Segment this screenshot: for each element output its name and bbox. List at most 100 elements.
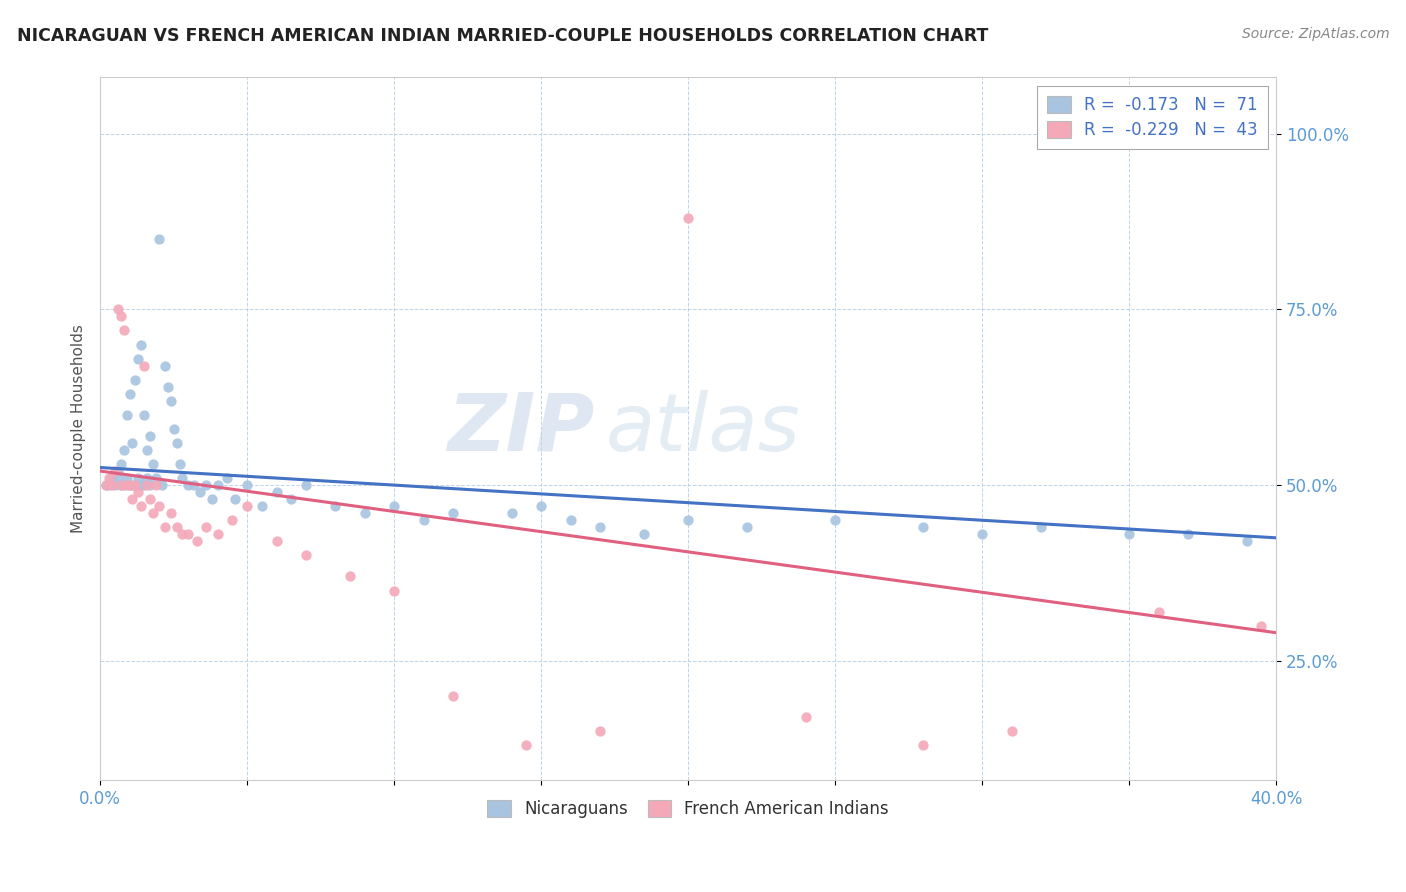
Point bbox=[142, 457, 165, 471]
Point bbox=[323, 499, 346, 513]
Point bbox=[124, 373, 146, 387]
Point bbox=[136, 442, 159, 457]
Point bbox=[104, 464, 127, 478]
Point bbox=[134, 359, 156, 373]
Text: ZIP: ZIP bbox=[447, 390, 595, 468]
Point bbox=[1000, 724, 1022, 739]
Point bbox=[139, 478, 162, 492]
Point bbox=[266, 534, 288, 549]
Point bbox=[118, 386, 141, 401]
Point bbox=[156, 380, 179, 394]
Point bbox=[134, 408, 156, 422]
Point bbox=[224, 492, 246, 507]
Point bbox=[166, 436, 188, 450]
Point bbox=[589, 520, 612, 534]
Point bbox=[129, 478, 152, 492]
Point bbox=[145, 471, 167, 485]
Point bbox=[207, 478, 229, 492]
Point bbox=[129, 499, 152, 513]
Point bbox=[441, 506, 464, 520]
Point bbox=[115, 478, 138, 492]
Point bbox=[172, 471, 194, 485]
Point bbox=[94, 478, 117, 492]
Point bbox=[172, 527, 194, 541]
Point bbox=[382, 499, 405, 513]
Point bbox=[201, 492, 224, 507]
Point bbox=[136, 471, 159, 485]
Text: atlas: atlas bbox=[606, 390, 800, 468]
Point bbox=[101, 471, 124, 485]
Point bbox=[110, 478, 132, 492]
Y-axis label: Married-couple Households: Married-couple Households bbox=[72, 325, 86, 533]
Point bbox=[127, 471, 149, 485]
Point bbox=[107, 471, 129, 485]
Point bbox=[121, 436, 143, 450]
Point bbox=[110, 478, 132, 492]
Point bbox=[118, 478, 141, 492]
Point bbox=[127, 485, 149, 500]
Point bbox=[134, 478, 156, 492]
Legend: Nicaraguans, French American Indians: Nicaraguans, French American Indians bbox=[481, 793, 896, 825]
Point bbox=[382, 583, 405, 598]
Point bbox=[589, 724, 612, 739]
Point bbox=[124, 478, 146, 492]
Point bbox=[162, 422, 184, 436]
Point bbox=[148, 232, 170, 246]
Point bbox=[129, 337, 152, 351]
Point bbox=[221, 513, 243, 527]
Point bbox=[441, 689, 464, 703]
Point bbox=[676, 211, 699, 225]
Point bbox=[112, 478, 135, 492]
Point bbox=[633, 527, 655, 541]
Point bbox=[735, 520, 758, 534]
Point bbox=[912, 520, 935, 534]
Point bbox=[972, 527, 994, 541]
Text: NICARAGUAN VS FRENCH AMERICAN INDIAN MARRIED-COUPLE HOUSEHOLDS CORRELATION CHART: NICARAGUAN VS FRENCH AMERICAN INDIAN MAR… bbox=[17, 27, 988, 45]
Point bbox=[148, 499, 170, 513]
Point bbox=[177, 478, 200, 492]
Point bbox=[136, 478, 159, 492]
Point bbox=[153, 359, 176, 373]
Point bbox=[676, 513, 699, 527]
Point bbox=[177, 527, 200, 541]
Point bbox=[250, 499, 273, 513]
Point bbox=[560, 513, 582, 527]
Point bbox=[112, 323, 135, 337]
Point bbox=[97, 471, 120, 485]
Point bbox=[118, 478, 141, 492]
Point bbox=[107, 302, 129, 317]
Point bbox=[1118, 527, 1140, 541]
Point bbox=[115, 471, 138, 485]
Point bbox=[794, 710, 817, 724]
Point bbox=[412, 513, 434, 527]
Point bbox=[183, 478, 205, 492]
Point bbox=[159, 393, 181, 408]
Point bbox=[139, 492, 162, 507]
Point bbox=[194, 478, 217, 492]
Text: Source: ZipAtlas.com: Source: ZipAtlas.com bbox=[1241, 27, 1389, 41]
Point bbox=[266, 485, 288, 500]
Point bbox=[501, 506, 523, 520]
Point bbox=[515, 738, 537, 752]
Point bbox=[127, 351, 149, 366]
Point bbox=[159, 506, 181, 520]
Point bbox=[121, 478, 143, 492]
Point bbox=[112, 442, 135, 457]
Point bbox=[353, 506, 375, 520]
Point bbox=[139, 429, 162, 443]
Point bbox=[145, 478, 167, 492]
Point bbox=[110, 457, 132, 471]
Point bbox=[124, 478, 146, 492]
Point bbox=[1177, 527, 1199, 541]
Point bbox=[153, 520, 176, 534]
Point bbox=[1029, 520, 1052, 534]
Point bbox=[295, 549, 318, 563]
Point bbox=[188, 485, 211, 500]
Point bbox=[236, 478, 259, 492]
Point bbox=[1236, 534, 1258, 549]
Point bbox=[530, 499, 553, 513]
Point bbox=[94, 478, 117, 492]
Point bbox=[194, 520, 217, 534]
Point bbox=[236, 499, 259, 513]
Point bbox=[207, 527, 229, 541]
